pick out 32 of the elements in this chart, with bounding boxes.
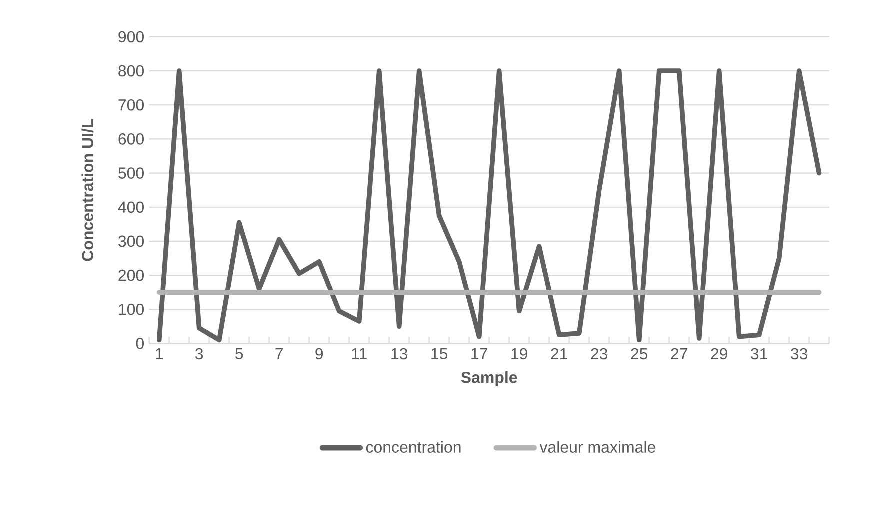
y-tick-label: 100 — [119, 304, 144, 316]
x-tick-label: 23 — [591, 348, 608, 360]
y-tick-label: 700 — [118, 99, 144, 111]
x-tick-label: 1 — [156, 348, 164, 360]
y-axis-title: Concentration UI/L — [82, 119, 94, 262]
x-tick-label: 13 — [392, 348, 408, 360]
x-tick-label: 9 — [316, 348, 324, 360]
x-tick-label: 5 — [236, 348, 244, 360]
y-tick-label: 600 — [118, 134, 144, 145]
y-tick-label: 400 — [118, 202, 144, 214]
x-tick-label: 15 — [432, 348, 448, 360]
x-tick-label: 25 — [631, 348, 648, 360]
y-tick-label: 300 — [118, 236, 144, 248]
y-tick-label: 200 — [118, 270, 144, 282]
x-tick-label: 31 — [751, 348, 768, 360]
x-tick-label: 21 — [551, 348, 568, 360]
legend-label: concentration — [366, 441, 461, 453]
x-tick-label: 29 — [711, 348, 728, 360]
y-tick-label: 500 — [118, 168, 144, 179]
y-tick-label: 0 — [136, 338, 144, 350]
x-tick-label: 7 — [276, 348, 283, 360]
line-series — [156, 68, 822, 343]
x-tick-label: 17 — [472, 348, 488, 360]
legend-label: valeur maximale — [540, 441, 656, 453]
x-tick-label: 27 — [671, 348, 688, 360]
x-tick-label: 11 — [352, 348, 367, 360]
y-tick-label: 900 — [118, 31, 144, 43]
x-tick-label: 33 — [791, 348, 808, 360]
y-tick-label: 800 — [118, 65, 144, 77]
x-axis-title: Sample — [461, 372, 518, 386]
x-tick-label: 3 — [196, 348, 204, 360]
x-tick-label: 19 — [512, 348, 528, 360]
